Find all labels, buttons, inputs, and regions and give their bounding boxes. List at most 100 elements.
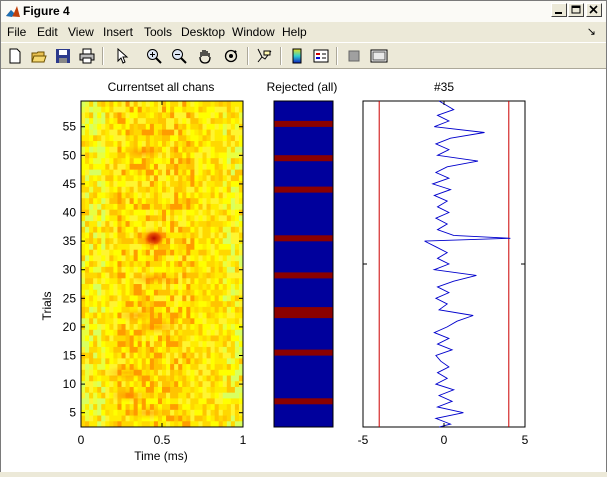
open-file-button[interactable] [30,47,48,65]
heatmap-cell [186,198,191,205]
menu-desktop[interactable]: Desktop [181,25,226,39]
close-button[interactable] [586,3,602,17]
data-cursor-button[interactable] [256,47,274,65]
heatmap-cell [214,289,220,296]
heatmap-cell [81,415,86,422]
heatmap-cell [125,209,130,216]
heatmap-cell [234,284,240,291]
heatmap-cell [190,221,195,228]
heatmap-cell [202,129,207,136]
heatmap-cell [214,186,220,193]
heatmap-cell [93,289,98,296]
heatmap-cell [218,175,224,182]
heatmap-cell [97,175,102,182]
heatmap-cell [89,324,94,331]
heatmap-cell [145,346,151,354]
heatmap-cell [174,404,179,411]
menu-help[interactable]: Help [282,25,307,39]
heatmap-cell [85,163,90,171]
heatmap-cell [93,181,98,188]
heatmap-cell [226,226,232,233]
heatmap-cell [105,392,110,399]
heatmap-cell [145,141,151,148]
heatmap-cell [162,146,167,153]
heatmap-cell [178,346,183,354]
heatmap-cell [93,295,98,302]
heatmap-cell [105,404,110,411]
heatmap-cell [202,369,207,376]
heatmap-cell [97,421,102,427]
zoom-out-button[interactable] [170,47,188,65]
heatmap-cell [222,175,228,182]
hide-plot-tools-button[interactable] [345,47,363,65]
heatmap-cell [238,312,243,319]
heatmap-cell [206,106,211,113]
print-button[interactable] [78,47,96,65]
heatmap-cell [210,226,216,233]
heatmap-cell [226,364,232,371]
heatmap-cell [153,158,159,165]
insert-legend-button[interactable] [312,47,330,65]
rotate-3d-button[interactable] [222,47,240,65]
heatmap-cell [234,232,240,239]
heatmap-cell [81,306,86,314]
heatmap-cell [109,186,114,193]
heatmap-cell [218,381,224,388]
heatmap-cell [182,284,187,291]
heatmap-cell [125,215,130,222]
new-figure-button[interactable] [6,47,24,65]
heatmap-cell [97,106,102,113]
show-plot-tools-button[interactable] [370,47,388,65]
heatmap-cell [149,392,155,399]
heatmap-cell [97,306,102,314]
heatmap-cell [218,112,224,119]
heatmap-cell [178,175,183,182]
heatmap-cell [202,146,207,153]
heatmap-cell [182,255,187,262]
save-button[interactable] [54,47,72,65]
heatmap-cell [89,266,94,273]
heatmap-cell [166,249,171,256]
heatmap-cell [149,141,155,148]
heatmap-cell [190,358,195,365]
minimize-button[interactable] [551,3,567,17]
select-arrow-button[interactable] [113,47,131,65]
heatmap-cell [174,163,179,171]
heatmap-cell [97,221,102,228]
heatmap-cell [97,375,102,382]
heatmap-cell [81,375,86,382]
menu-tools[interactable]: Tools [144,25,173,39]
menu-insert[interactable]: Insert [103,25,134,39]
heatmap-cell [85,335,90,342]
heatmap-cell [145,169,151,176]
title-bar[interactable]: Figure 4 [1,1,606,22]
heatmap-cell [230,295,236,302]
heatmap-cell [234,238,240,245]
heatmap-cell [113,335,118,342]
heatmap-cell [214,163,220,171]
menu-view[interactable]: View [68,25,94,39]
heatmap-cell [133,415,139,422]
heatmap-cell [93,192,98,199]
heatmap-cell [166,392,171,399]
heatmap-cell [117,266,122,273]
menu-edit[interactable]: Edit [37,25,58,39]
heatmap-cell [166,146,171,153]
menu-window[interactable]: Window [232,25,275,39]
pan-button[interactable] [196,47,214,65]
menu-dock-arrow-icon[interactable]: ↘ [586,26,596,38]
maximize-button[interactable] [568,3,584,17]
heatmap-cell [109,364,114,371]
heatmap-cell [186,312,191,319]
heatmap-cell [198,221,203,228]
heatmap-cell [222,261,228,268]
heatmap-cell [170,255,175,262]
figure-canvas: Currentset all chans 5 10 15 20 25 30 35 40 45 50… [1,69,606,472]
heatmap-cell [137,243,143,251]
zoom-in-button[interactable] [145,47,163,65]
heatmap-cell [226,289,232,296]
menu-file[interactable]: File [7,25,27,39]
insert-colorbar-button[interactable] [288,47,306,65]
heatmap-cell [190,381,195,388]
heatmap-cell [174,392,179,399]
